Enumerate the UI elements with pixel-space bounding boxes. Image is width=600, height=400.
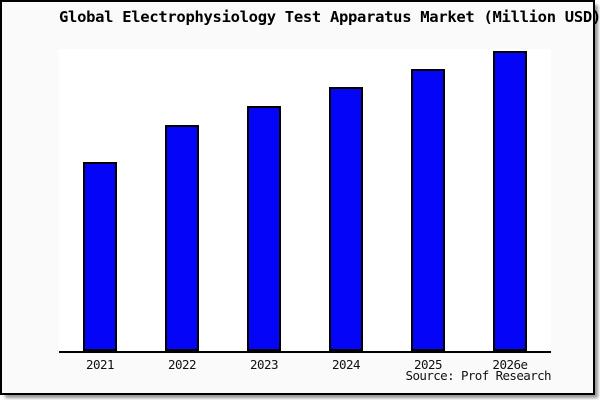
bar-2022 [165, 125, 199, 351]
bar-slot [141, 49, 223, 351]
bar-2024 [329, 87, 363, 351]
bar-slot [469, 49, 551, 351]
bar-2023 [247, 106, 281, 351]
bar-2025 [411, 69, 445, 351]
source-credit: Source: Prof Research [405, 368, 552, 383]
bar-2026e [493, 51, 527, 351]
x-tick-label-2021: 2021 [85, 357, 115, 372]
chart-title: Global Electrophysiology Test Apparatus … [59, 8, 600, 26]
x-tick-label-2024: 2024 [331, 357, 361, 372]
x-ticks: 2021 2022 2023 2024 2025 2026e [59, 357, 551, 372]
x-tick-label-2026e: 2026e [492, 357, 528, 372]
bar-slot [305, 49, 387, 351]
bar-slot [59, 49, 141, 351]
bar-slot [387, 49, 469, 351]
x-tick-label-2025: 2025 [413, 357, 443, 372]
x-tick-label-2023: 2023 [249, 357, 279, 372]
bar-2021 [83, 162, 117, 351]
plot-area [59, 49, 551, 353]
bar-slot [223, 49, 305, 351]
x-tick-label-2022: 2022 [167, 357, 197, 372]
x-axis-line [59, 351, 551, 353]
bars-layer [59, 49, 551, 351]
